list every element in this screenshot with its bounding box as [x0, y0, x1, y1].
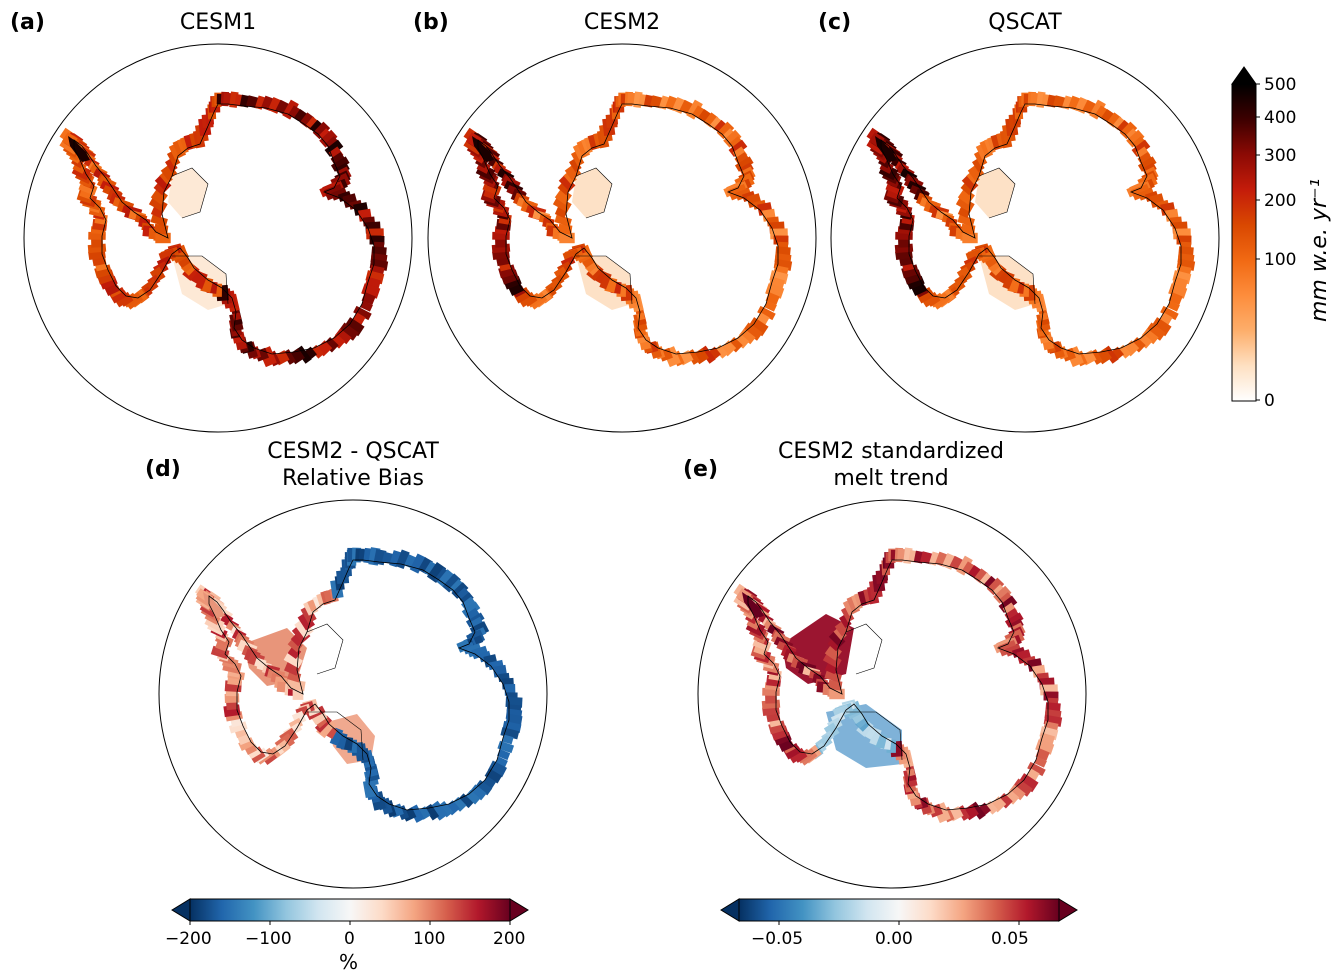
panel-e-title-line2: melt trend — [833, 466, 949, 491]
map-panel-c — [830, 43, 1220, 433]
bias-colorbar-label: % — [339, 950, 359, 974]
panel-d-title-line1: CESM2 - QSCAT — [267, 439, 439, 464]
panel-e-title-line1: CESM2 standardized — [778, 439, 1004, 464]
bias-colorbar-tick-100: 100 — [413, 929, 446, 949]
bias-colorbar-tick-200: 200 — [493, 929, 526, 949]
map-panel-a — [23, 43, 413, 433]
trend-colorbar-tick-005: 0.05 — [991, 929, 1029, 949]
panel-d-title-line2: Relative Bias — [282, 466, 424, 491]
panel-d-letter: (d) — [145, 457, 181, 482]
melt-colorbar-tick-500: 500 — [1264, 75, 1297, 95]
panel-c-letter: (c) — [818, 10, 852, 35]
bias-colorbar-tick-0: 0 — [344, 929, 355, 949]
melt-colorbar-tick-0: 0 — [1264, 391, 1275, 411]
map-panel-d — [158, 499, 548, 889]
melt-colorbar-tick-100: 100 — [1264, 250, 1297, 270]
melt-colorbar-tick-400: 400 — [1264, 108, 1297, 128]
map-panel-e — [697, 499, 1087, 889]
melt-colorbar-tick-300: 300 — [1264, 146, 1297, 166]
panel-c-title: QSCAT — [988, 10, 1062, 35]
panel-b-letter: (b) — [413, 10, 449, 35]
panel-b-title: CESM2 — [583, 10, 661, 35]
trend-colorbar-tick-000: 0.00 — [875, 929, 913, 949]
melt-colorbar — [1231, 66, 1260, 402]
panel-a-title: CESM1 — [179, 10, 257, 35]
panel-a-letter: (a) — [10, 10, 45, 35]
panel-e-letter: (e) — [683, 457, 719, 482]
bias-colorbar-tick-neg100: −100 — [245, 929, 292, 949]
bias-colorbar-tick-neg200: −200 — [165, 929, 212, 949]
melt-colorbar-label: mm w.e. yr⁻¹ — [1307, 178, 1332, 322]
trend-colorbar — [720, 898, 1078, 925]
map-panel-b — [427, 43, 817, 433]
melt-colorbar-tick-200: 200 — [1264, 191, 1297, 211]
bias-colorbar — [171, 898, 529, 925]
trend-colorbar-tick-neg005: −0.05 — [751, 929, 804, 949]
